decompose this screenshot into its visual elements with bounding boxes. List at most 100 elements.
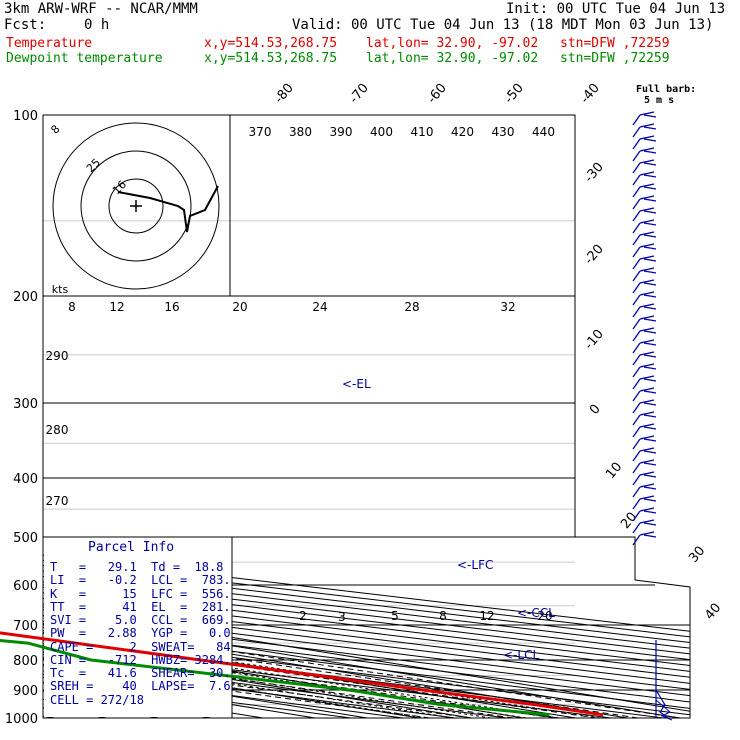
wind-barb: [643, 306, 657, 310]
hodograph-units-label: kts: [52, 283, 69, 296]
wind-barb: [632, 150, 641, 162]
barb-legend-units: 5 m s: [644, 95, 675, 106]
hodograph-speed-label: 16: [164, 300, 179, 314]
wind-barb: [639, 471, 655, 476]
mixing-ratio-line: [43, 584, 601, 718]
plot-frame: [42, 114, 691, 719]
wind-barb: [639, 531, 655, 536]
wind-barb: [632, 114, 641, 126]
temperature-latlon: lat,lon= 32.90, -97.02: [366, 36, 539, 51]
temperature-legend: Temperature: [6, 36, 93, 51]
wind-barb: [639, 243, 655, 248]
isotherm-label: 20: [618, 510, 640, 532]
wind-barb: [632, 486, 641, 498]
wind-barb: [639, 351, 655, 356]
wind-barb: [643, 450, 657, 454]
wind-barb: [639, 495, 655, 500]
theta-label: 290: [46, 349, 69, 363]
wind-barb: [639, 279, 655, 284]
wind-barb: [632, 210, 641, 222]
wind-barb: [632, 414, 641, 426]
parcel-info-box: [44, 537, 232, 717]
fcst-value: 0 h: [84, 17, 110, 33]
isotherm-label: 30: [686, 544, 708, 566]
wind-barb: [639, 363, 655, 368]
wind-barb: [639, 267, 655, 272]
wind-barb: [643, 138, 657, 142]
wind-barb: [639, 147, 655, 152]
dewpoint-station: stn=DFW ,72259: [560, 51, 670, 66]
parcel-info-border: [43, 536, 233, 718]
wind-barb: [643, 498, 657, 502]
wind-barb: [643, 426, 657, 430]
pressure-tick-label: 900: [13, 684, 38, 699]
wind-barb: [632, 138, 641, 150]
wind-barb: [632, 354, 641, 366]
dry-adiabat: [43, 115, 690, 718]
wind-barb: [643, 354, 657, 358]
wind-barb: [632, 282, 641, 294]
moist-adiabat: [43, 295, 555, 718]
parcel-level-label: <-LFC: [457, 558, 493, 572]
wind-barb: [632, 498, 641, 510]
isotherm-label: -10: [582, 327, 607, 353]
isotherm-label: -60: [425, 81, 450, 107]
wind-barb: [643, 366, 657, 370]
wind-barb: [643, 522, 657, 526]
wind-barb: [639, 135, 655, 140]
wind-barb: [632, 522, 641, 534]
hodograph-speed-label: 32: [500, 300, 515, 314]
wind-barb: [643, 390, 657, 394]
pressure-tick-label: 400: [13, 472, 38, 487]
wind-barb: [632, 186, 641, 198]
wind-barb: [643, 174, 657, 178]
wind-barb: [632, 318, 641, 330]
pressure-tick-label: 200: [13, 290, 38, 305]
isotherm-label: -40: [578, 81, 603, 107]
hodograph-speed-label: 20: [232, 300, 247, 314]
wind-barb: [643, 186, 657, 190]
wind-barb: [639, 399, 655, 404]
hodograph-speed-label: 12: [109, 300, 124, 314]
isotherm-label: 40: [702, 601, 724, 623]
wind-barb: [632, 390, 641, 402]
wind-barb: [639, 183, 655, 188]
wind-barb: [632, 438, 641, 450]
theta-label: 280: [46, 423, 69, 437]
isotherm-label: 0: [587, 402, 604, 418]
hodograph-ring: [108, 178, 164, 234]
wind-barb: [643, 126, 657, 130]
wind-barb: [643, 510, 657, 514]
dewpoint-profile: [0, 639, 550, 717]
wind-barb: [632, 534, 641, 546]
barb-legend-title: Full barb:: [636, 84, 697, 95]
wind-barb: [639, 111, 655, 116]
wind-barb: [632, 474, 641, 486]
isotherm-label: -50: [502, 81, 527, 107]
wind-barb: [639, 435, 655, 440]
wind-barb: [643, 342, 657, 346]
wind-barb: [639, 423, 655, 428]
valid-time: Valid: 00 UTC Tue 04 Jun 13 (18 MDT Mon …: [292, 17, 714, 33]
parcel-info-row: CAPE = 2 SWEAT= 84: [50, 639, 231, 654]
wind-barb: [643, 114, 657, 118]
parcel-info-row: PW = 2.88 YGP = 0.0: [50, 626, 231, 641]
wind-barb: [643, 198, 657, 202]
wind-barb: [643, 150, 657, 154]
wind-barb: [643, 402, 657, 406]
dewpoint-legend: Dewpoint temperature: [6, 51, 163, 66]
wind-barb: [643, 414, 657, 418]
wind-barb: [639, 219, 655, 224]
theta-label: 420: [451, 125, 474, 139]
theta-label: 430: [492, 125, 515, 139]
wind-barb: [643, 294, 657, 298]
wind-barb: [643, 222, 657, 226]
theta-label: 380: [289, 125, 312, 139]
wind-barb: [643, 282, 657, 286]
mixing-ratio-line: [43, 584, 559, 718]
theta-label: 410: [411, 125, 434, 139]
wind-barb: [639, 483, 655, 488]
wind-barb: [639, 411, 655, 416]
wind-barb: [632, 378, 641, 390]
